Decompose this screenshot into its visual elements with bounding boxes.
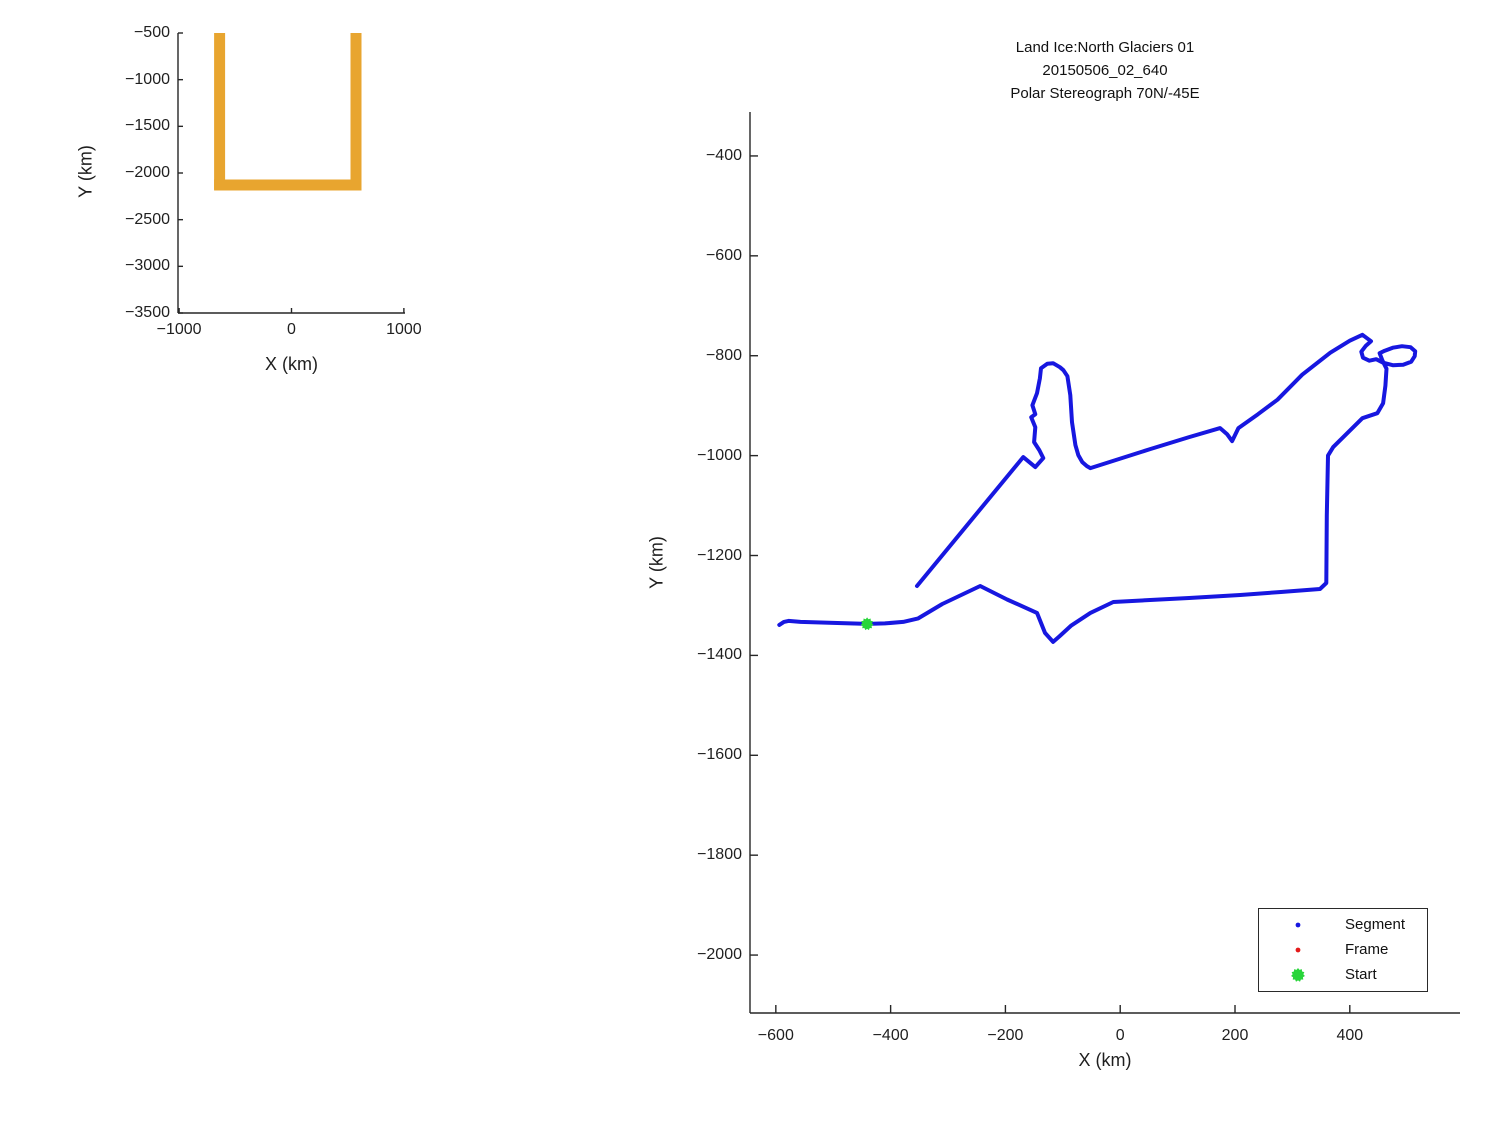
legend-label-frame: Frame xyxy=(1345,941,1389,958)
tick-label: 1000 xyxy=(386,321,422,338)
tick-label: −800 xyxy=(705,346,742,364)
frame-marker-icon xyxy=(1287,939,1309,961)
legend-label-start: Start xyxy=(1345,966,1377,983)
tick-label: −2000 xyxy=(125,164,170,181)
tick-label: −200 xyxy=(987,1027,1024,1044)
tick-label: −1200 xyxy=(697,546,742,564)
tick-label: −2000 xyxy=(697,946,742,964)
tick-label: −1000 xyxy=(125,70,170,88)
legend-item-start: Start xyxy=(1259,962,1427,988)
main-plot-title: Land Ice:North Glaciers 01 20150506_02_6… xyxy=(750,36,1460,105)
tick-label: −1800 xyxy=(697,846,742,864)
tick-label: −400 xyxy=(705,146,742,164)
title-line-2: 20150506_02_640 xyxy=(1042,62,1168,79)
legend-label-segment: Segment xyxy=(1345,916,1406,933)
segment-marker-icon xyxy=(1287,914,1309,936)
tick-label: −3500 xyxy=(125,304,170,321)
tick-label: 400 xyxy=(1336,1027,1364,1044)
inset-y-axis-label: Y (km) xyxy=(75,145,96,198)
main-x-axis-label: X (km) xyxy=(1078,1050,1132,1070)
legend-item-segment: Segment xyxy=(1259,912,1427,938)
tick-label: −3000 xyxy=(125,257,170,275)
legend-box: Segment Frame Start xyxy=(1258,908,1428,992)
start-point-marker xyxy=(860,617,874,631)
tick-label: 200 xyxy=(1221,1027,1249,1044)
tick-label: 0 xyxy=(287,321,296,338)
title-line-3: Polar Stereograph 70N/-45E xyxy=(1010,85,1200,102)
title-line-1: Land Ice:North Glaciers 01 xyxy=(1015,39,1195,56)
tick-label: −600 xyxy=(757,1027,794,1044)
tick-label: 0 xyxy=(1115,1027,1125,1044)
tick-label: −500 xyxy=(133,24,170,41)
main-y-axis-label: Y (km) xyxy=(646,536,667,589)
legend-item-frame: Frame xyxy=(1259,937,1427,963)
tick-label: −1400 xyxy=(697,646,742,664)
tick-label: −2500 xyxy=(125,210,170,228)
tick-label: −1500 xyxy=(125,117,170,135)
tick-label: −1000 xyxy=(697,446,742,464)
tick-label: −600 xyxy=(705,246,742,264)
tick-label: −1000 xyxy=(156,321,202,338)
tick-label: −400 xyxy=(872,1027,909,1044)
tick-label: −1600 xyxy=(697,746,742,764)
start-marker-icon xyxy=(1287,964,1309,986)
inset-x-axis-label: X (km) xyxy=(265,354,318,374)
